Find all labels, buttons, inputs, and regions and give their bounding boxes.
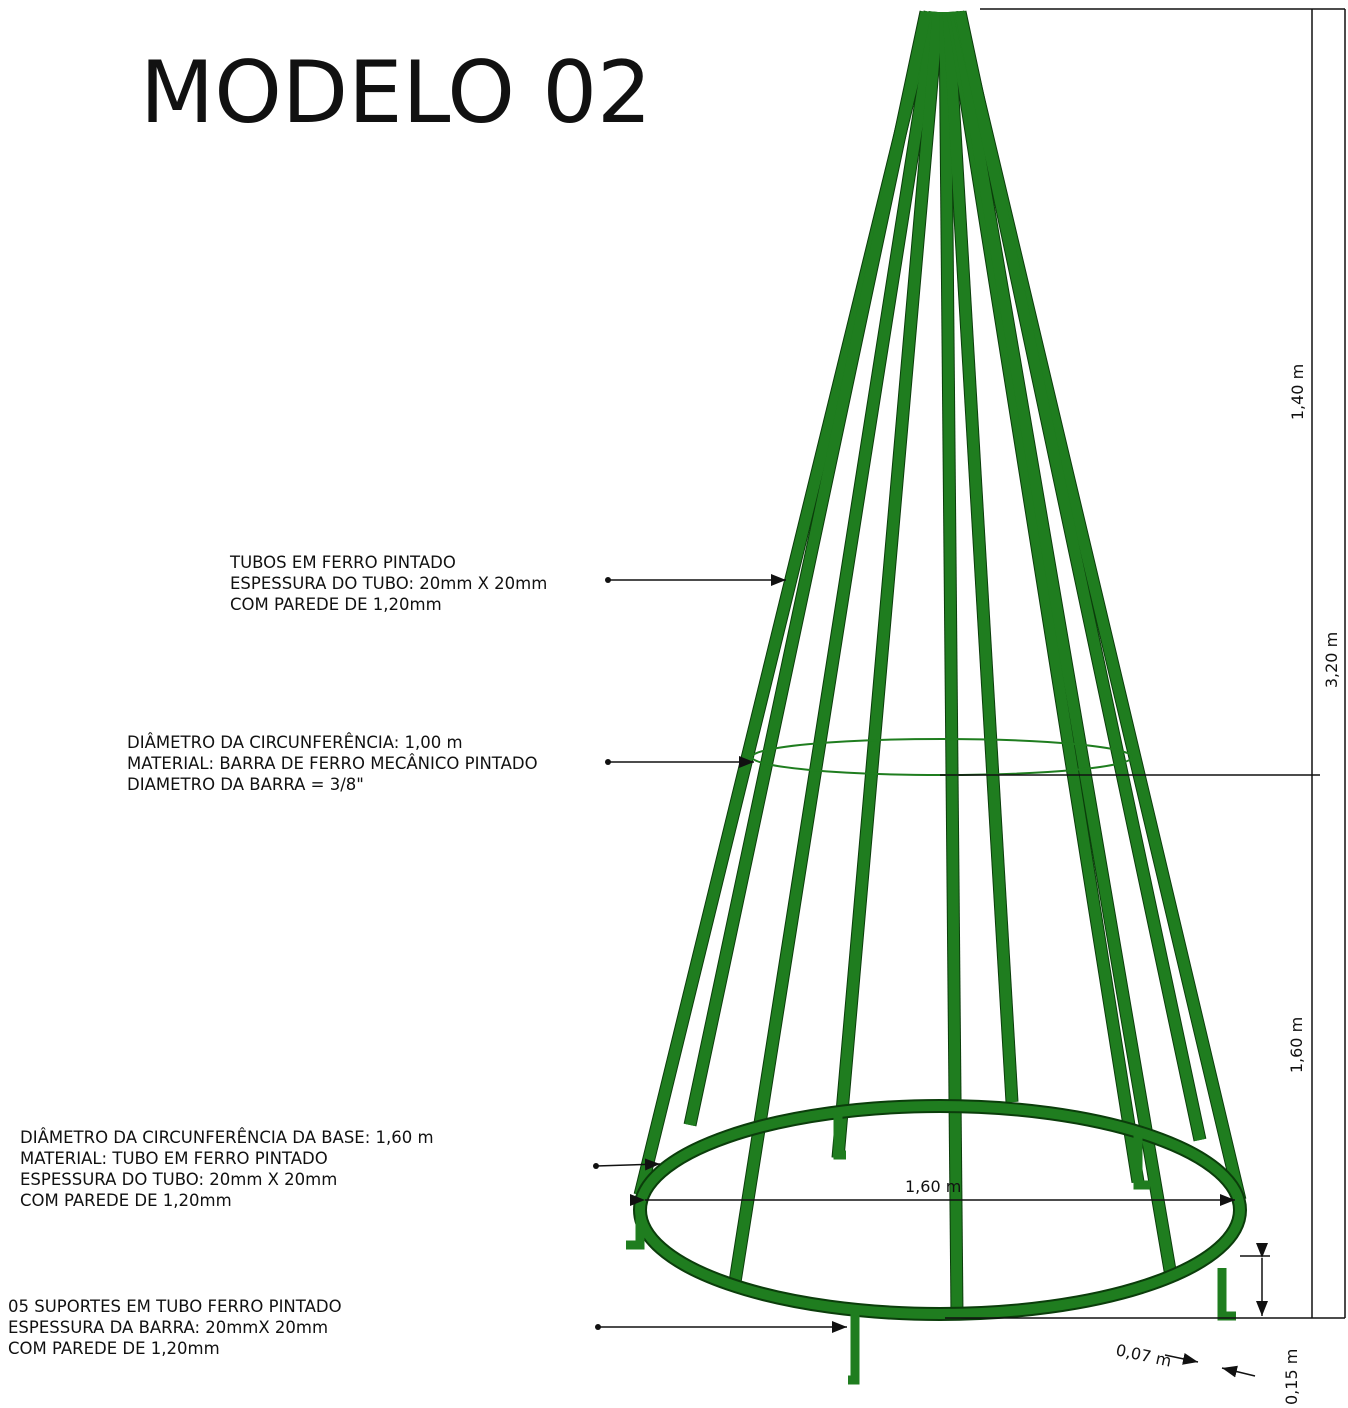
annotation-line: DIAMETRO DA BARRA = 3/8": [127, 775, 364, 794]
drawing: MODELO 02: [0, 0, 1348, 1408]
annotation-line: ESPESSURA DO TUBO: 20mm X 20mm: [230, 574, 547, 593]
annotation-line: MATERIAL: BARRA DE FERRO MECÂNICO PINTAD…: [127, 754, 538, 773]
annotation-line: 05 SUPORTES EM TUBO FERRO PINTADO: [8, 1297, 342, 1316]
annotation-line: MATERIAL: TUBO EM FERRO PINTADO: [20, 1149, 328, 1168]
dimension-label: 3,20 m: [1322, 632, 1341, 688]
cone-frame: [626, 12, 1240, 1380]
annotation-line: DIÂMETRO DA CIRCUNFERÊNCIA: 1,00 m: [127, 733, 463, 752]
annotation-line: COM PAREDE DE 1,20mm: [8, 1339, 220, 1358]
dimension-label: 0,15 m: [1282, 1349, 1301, 1405]
title: MODELO 02: [140, 43, 652, 143]
dimension-label: 0,07 m: [1114, 1340, 1173, 1370]
annotation-line: ESPESSURA DA BARRA: 20mmX 20mm: [8, 1318, 328, 1337]
annotation-line: COM PAREDE DE 1,20mm: [230, 595, 442, 614]
annotation-line: DIÂMETRO DA CIRCUNFERÊNCIA DA BASE: 1,60…: [20, 1128, 434, 1147]
dimension-label: 1,40 m: [1288, 364, 1307, 420]
dimension-label: 1,60 m: [1287, 1017, 1306, 1073]
annotation-line: TUBOS EM FERRO PINTADO: [229, 553, 456, 572]
annotation-line: COM PAREDE DE 1,20mm: [20, 1191, 232, 1210]
dimension-label: 1,60 m: [905, 1177, 961, 1196]
annotation-line: ESPESSURA DO TUBO: 20mm X 20mm: [20, 1170, 337, 1189]
